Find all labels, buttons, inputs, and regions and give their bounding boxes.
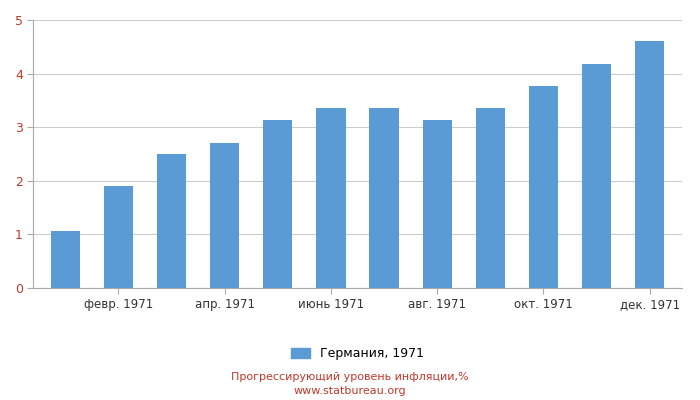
Bar (476, 108, 505, 288)
Bar (316, 108, 346, 288)
Bar (423, 120, 452, 288)
Bar (104, 186, 133, 288)
Bar (157, 154, 186, 288)
Bar (529, 86, 558, 288)
Bar (263, 120, 293, 288)
Text: Прогрессирующий уровень инфляции,%
www.statbureau.org: Прогрессирующий уровень инфляции,% www.s… (231, 372, 469, 396)
Bar (50, 231, 80, 288)
Legend: Германия, 1971: Германия, 1971 (286, 342, 429, 366)
Bar (210, 143, 239, 288)
Bar (582, 64, 611, 288)
Bar (635, 41, 664, 288)
Bar (370, 108, 399, 288)
